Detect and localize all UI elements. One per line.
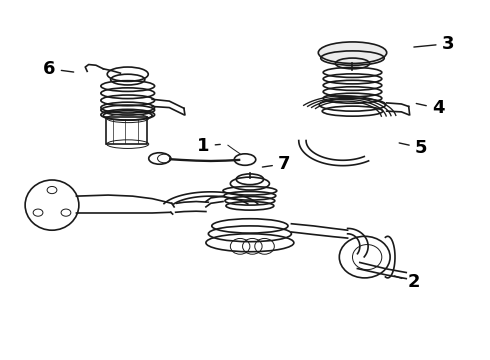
Text: 1: 1 xyxy=(197,137,220,155)
Text: 2: 2 xyxy=(394,273,420,291)
Text: 7: 7 xyxy=(263,155,291,173)
Text: 6: 6 xyxy=(43,60,74,78)
Text: 4: 4 xyxy=(416,99,444,117)
Ellipse shape xyxy=(318,42,387,63)
Text: 3: 3 xyxy=(414,35,454,53)
Bar xyxy=(106,117,147,144)
Text: 5: 5 xyxy=(399,139,427,157)
